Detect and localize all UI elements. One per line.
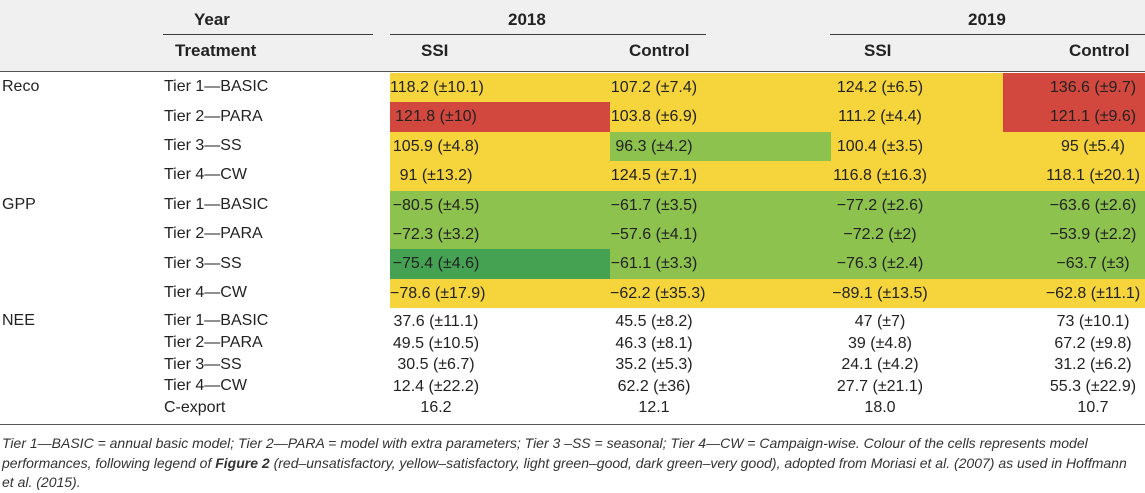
footnote-text: Tier 1—BASIC = annual basic model; Tier … [2, 435, 1088, 471]
row-label: Tier 1—BASIC [164, 312, 269, 330]
table-cell: 37.6 (±11.1) [393, 313, 479, 330]
table-cell: 121.8 (±10) [390, 102, 610, 132]
table-cell: −89.1 (±13.5) [831, 278, 1003, 309]
table-cell: 46.3 (±8.1) [615, 334, 693, 352]
row-label: Tier 3—SS [164, 254, 242, 272]
table-cell: 45.5 (±8.2) [615, 313, 693, 330]
table-cell: −57.6 (±4.1) [610, 220, 831, 250]
table-cell: 96.3 (±4.2) [610, 131, 831, 162]
group-label: NEE [2, 312, 35, 330]
table-header [0, 0, 1145, 71]
table-cell: −62.8 (±11.1) [1003, 278, 1145, 309]
header-rule-2018 [390, 34, 706, 35]
table-cell: 47 (±7) [854, 313, 906, 330]
header-2019: 2019 [968, 10, 1006, 29]
table-cell: 31.2 (±6.2) [1054, 356, 1132, 374]
table-cell: 116.8 (±16.3) [831, 161, 1003, 191]
table-cell: 91 (±13.2) [390, 161, 610, 191]
table-cell: 103.8 (±6.9) [610, 102, 831, 132]
row-label: C-export [164, 398, 226, 416]
table-cell: 12.4 (±22.2) [392, 377, 480, 395]
table-cell: 100.4 (±3.5) [831, 131, 1003, 162]
table-cell: −62.2 (±35.3) [610, 278, 831, 309]
table-cell: 10.7 [1077, 399, 1109, 417]
table-cell: 55.3 (±22.9) [1049, 377, 1137, 395]
table-footnote: Tier 1—BASIC = annual basic model; Tier … [2, 434, 1142, 493]
table-cell: −78.6 (±17.9) [390, 278, 610, 309]
table-cell: −61.7 (±3.5) [610, 190, 831, 220]
header-2018: 2018 [508, 10, 546, 29]
row-label: Tier 2—PARA [164, 225, 263, 243]
header-col3: SSI [864, 41, 892, 60]
table-cell: 12.1 [638, 399, 670, 417]
header-col1: SSI [421, 41, 449, 60]
header-rule-2019 [830, 34, 1145, 35]
row-label: Tier 1—BASIC [164, 195, 269, 213]
table-cell: 124.5 (±7.1) [610, 161, 831, 191]
row-label: Tier 2—PARA [164, 333, 263, 351]
footnote-figure-ref: Figure 2 [215, 454, 270, 471]
table-cell: 67.2 (±9.8) [1054, 334, 1132, 352]
table-cell: −63.6 (±2.6) [1003, 190, 1145, 220]
table-cell: 121.1 (±9.6) [1003, 102, 1145, 132]
table-cell: 35.2 (±5.3) [615, 356, 693, 374]
table-cell: 39 (±4.8) [848, 334, 912, 352]
table-cell: −72.2 (±2) [831, 220, 1003, 250]
group-label: Reco [2, 78, 40, 96]
row-label: Tier 1—BASIC [164, 78, 269, 96]
table-cell: 49.5 (±10.5) [392, 334, 480, 352]
table-cell: 62.2 (±36) [617, 377, 691, 395]
table-cell: 107.2 (±7.4) [610, 73, 831, 103]
header-bottom-rule [0, 71, 1145, 72]
row-label: Tier 3—SS [164, 137, 242, 154]
header-year: Year [194, 10, 230, 29]
table-cell: 16.2 [420, 399, 452, 417]
table-cell: 118.2 (±10.1) [390, 73, 610, 103]
header-col4: Control [1069, 41, 1130, 60]
table-bottom-rule [0, 424, 1145, 425]
group-label: GPP [2, 195, 36, 213]
header-rule-year [163, 34, 373, 35]
table-cell: 118.1 (±20.1) [1003, 161, 1145, 191]
table-cell: −80.5 (±4.5) [390, 190, 610, 220]
table-cell: −72.3 (±3.2) [390, 220, 610, 250]
table-cell: 18.0 [864, 399, 896, 417]
row-label: Tier 4—CW [164, 377, 247, 395]
table-cell: −61.1 (±3.3) [610, 249, 831, 279]
table-cell: 105.9 (±4.8) [390, 131, 610, 162]
table-cell: 124.2 (±6.5) [831, 73, 1003, 103]
table-cell: 24.1 (±4.2) [841, 356, 919, 374]
table-cell: −63.7 (±3) [1003, 249, 1145, 279]
table-cell: −75.4 (±4.6) [390, 249, 610, 279]
table-cell: 27.7 (±21.1) [836, 377, 924, 395]
table-cell: 95 (±5.4) [1003, 131, 1145, 162]
table-cell: 136.6 (±9.7) [1003, 73, 1145, 103]
table-cell: 73 (±10.1) [1056, 313, 1130, 330]
table-cell: −76.3 (±2.4) [831, 249, 1003, 279]
table-cell: 30.5 (±6.7) [397, 356, 475, 374]
row-label: Tier 4—CW [164, 284, 247, 301]
table-cell: 111.2 (±4.4) [831, 102, 1003, 132]
table-cell: −77.2 (±2.6) [831, 190, 1003, 220]
row-label: Tier 3—SS [164, 355, 242, 373]
header-treatment: Treatment [175, 41, 257, 60]
row-label: Tier 2—PARA [164, 107, 263, 125]
header-col2: Control [629, 41, 690, 60]
row-label: Tier 4—CW [164, 166, 247, 184]
table-cell: −53.9 (±2.2) [1003, 220, 1145, 250]
